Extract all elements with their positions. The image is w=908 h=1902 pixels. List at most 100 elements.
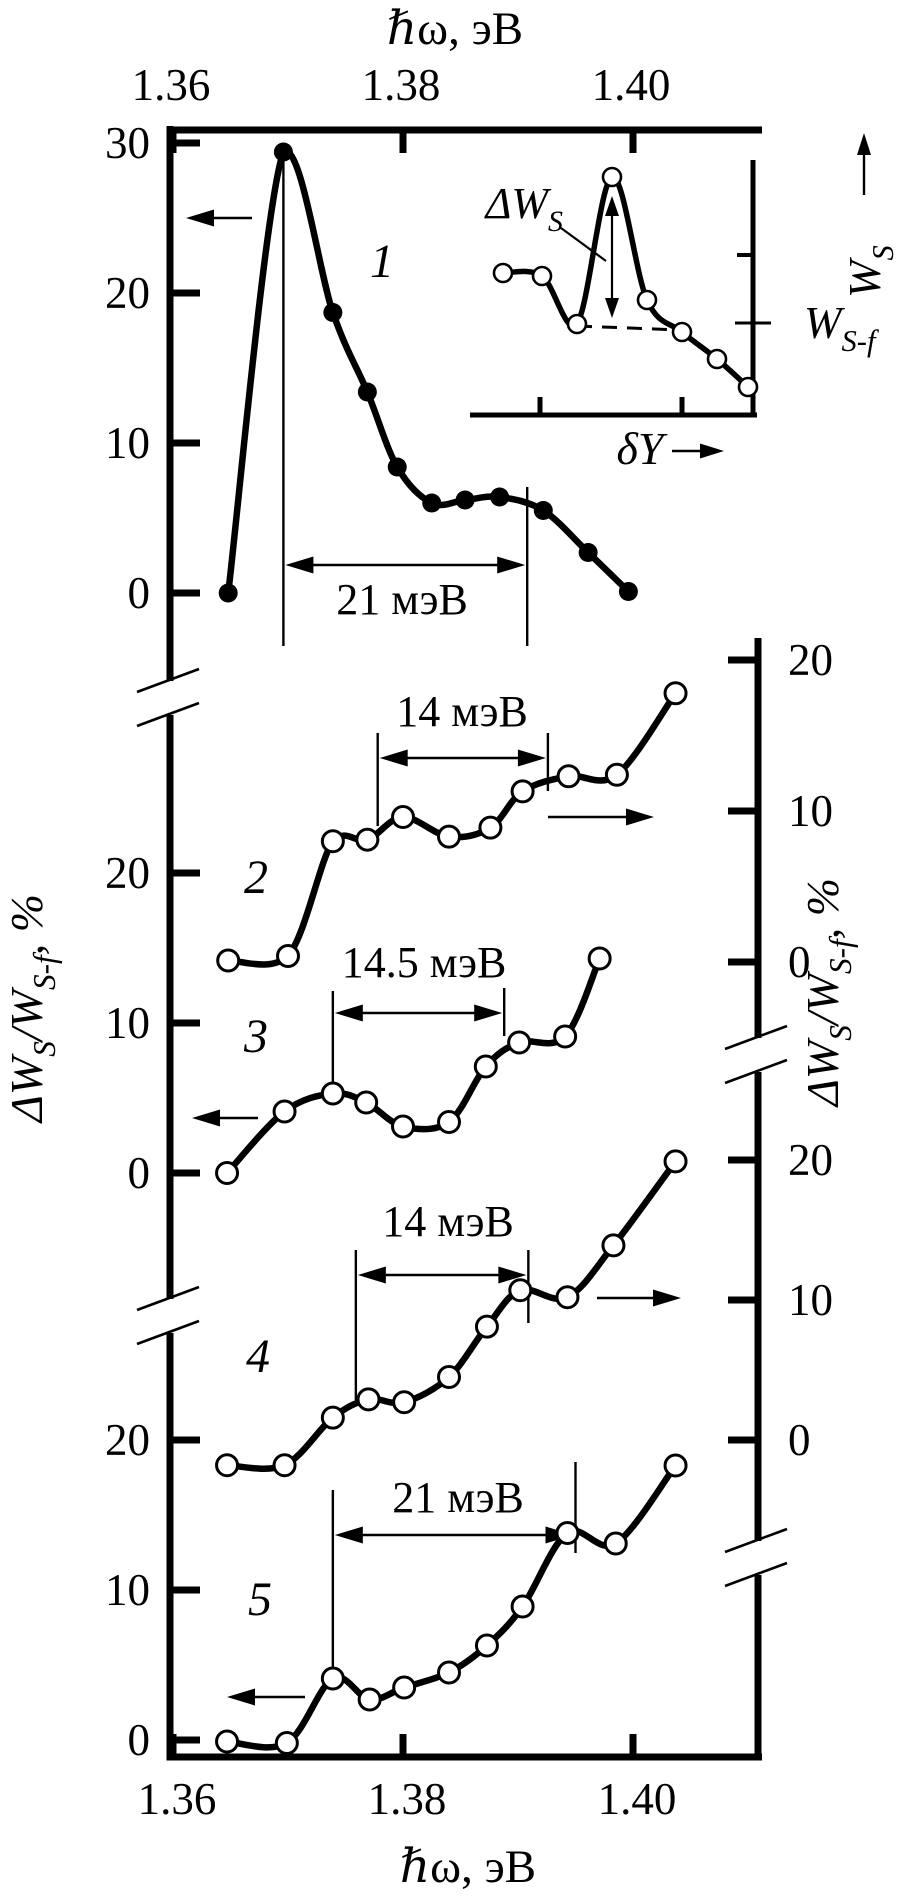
data-point-open — [437, 1365, 461, 1389]
data-point-open — [392, 1390, 417, 1415]
ws-up-arrow — [857, 133, 871, 155]
span-label: 14.5 мэВ — [342, 938, 507, 987]
delta-ws-arrow — [605, 298, 619, 318]
bottom-tick-label: 1.38 — [368, 1774, 447, 1824]
curve-1 — [224, 148, 632, 597]
axis-break — [136, 667, 200, 694]
ws-f-label: WS-f — [804, 298, 880, 358]
data-point-filled — [273, 142, 293, 162]
inset-data-point — [671, 321, 693, 343]
data-point-open — [663, 681, 688, 706]
axes — [136, 126, 788, 1761]
data-point-open — [355, 827, 380, 852]
span-arrow — [334, 1526, 363, 1544]
right-tick-label: 20 — [788, 1135, 833, 1185]
data-point-open — [587, 946, 612, 971]
data-point-open — [473, 1054, 498, 1079]
axis-direction-arrow — [653, 1289, 681, 1307]
span-label: 21 мэВ — [336, 575, 468, 624]
annotations: 21 мэВ 14 мэВ 14.5 мэВ 14 мэВ 21 мэВ — [282, 152, 577, 1679]
left-tick-label: 10 — [105, 1565, 150, 1615]
axis-direction-arrow — [227, 1688, 255, 1706]
inset-data-point — [737, 376, 759, 398]
inset-data-point — [601, 166, 623, 188]
data-point-open — [663, 1149, 688, 1174]
right-tick-label: 0 — [788, 937, 811, 987]
data-point-open — [320, 1405, 345, 1430]
span-label: 14 мэВ — [396, 687, 528, 736]
left-tick-label: 10 — [105, 418, 150, 468]
axis-direction-arrow — [626, 808, 654, 826]
data-point-filled — [387, 457, 407, 477]
data-point-filled — [323, 303, 343, 322]
delta-ws-label: ΔWS — [484, 179, 563, 238]
data-point-open — [474, 1314, 499, 1339]
span-label: 21 мэВ — [392, 1473, 524, 1522]
data-point-open — [215, 1161, 240, 1185]
left-tick-label: 0 — [128, 1148, 151, 1198]
data-point-open — [391, 1114, 415, 1139]
curves: 1 2 3 4 5 — [186, 142, 688, 1755]
axis-labels: 1.361.361.381.381.401.400102030010200102… — [1, 3, 858, 1893]
inset-data-point — [566, 313, 588, 335]
inset: ΔWS δY WS-fWS — [470, 133, 900, 474]
data-point-open — [357, 1687, 382, 1712]
span-arrow — [379, 749, 408, 767]
span-arrow — [357, 1266, 386, 1284]
span-arrow — [285, 556, 314, 574]
left-axis-title: ΔWS/WS-f, % — [1, 894, 62, 1124]
data-point-filled — [533, 501, 553, 520]
right-tick-label: 10 — [788, 1275, 833, 1325]
data-point-filled — [218, 583, 238, 603]
curve-label-5: 5 — [248, 1573, 272, 1626]
data-point-filled — [490, 487, 510, 507]
left-tick-label: 10 — [105, 998, 150, 1048]
axis-break — [136, 1285, 200, 1312]
data-point-open — [437, 1110, 461, 1134]
axis-direction-arrow — [192, 1109, 220, 1127]
data-point-open — [392, 1675, 417, 1700]
data-point-open — [272, 1453, 297, 1478]
curve-label-1: 1 — [370, 235, 394, 288]
inset-x-label: δY — [617, 423, 668, 474]
top-axis-title: ℏω, эВ — [387, 3, 523, 55]
axis-direction-arrow — [186, 209, 214, 227]
axis-break — [136, 701, 200, 728]
data-point-open — [555, 1285, 580, 1310]
data-point-filled — [422, 493, 442, 513]
left-tick-label: 0 — [128, 568, 151, 618]
span-arrow — [334, 1004, 363, 1022]
data-point-filled — [357, 382, 377, 402]
data-point-open — [274, 1731, 299, 1755]
data-point-open — [391, 805, 415, 830]
inset-data-point — [706, 348, 728, 370]
data-point-open — [354, 1090, 379, 1115]
data-point-open — [508, 1278, 533, 1303]
inset-data-point — [492, 262, 514, 284]
data-point-open — [437, 1660, 461, 1685]
right-tick-label: 20 — [788, 635, 833, 685]
axis-break — [724, 1561, 788, 1588]
axis-break — [724, 1058, 788, 1085]
bottom-axis-title: ℏω, эВ — [400, 1841, 536, 1893]
inset-data-point — [531, 265, 553, 287]
left-tick-label: 20 — [105, 848, 150, 898]
inset-x-arrow — [700, 443, 724, 459]
data-point-open — [553, 1024, 578, 1049]
data-point-open — [437, 824, 461, 849]
data-point-open — [510, 779, 535, 804]
left-tick-label: 30 — [105, 118, 150, 168]
curve-3 — [223, 955, 603, 1177]
data-point-open — [320, 829, 345, 854]
left-tick-label: 20 — [105, 1415, 150, 1465]
data-point-open — [276, 943, 300, 968]
bottom-tick-label: 1.36 — [138, 1774, 217, 1824]
top-tick-label: 1.38 — [362, 60, 441, 110]
span-arrow — [498, 1266, 527, 1284]
data-point-open — [555, 1521, 580, 1545]
data-point-filled — [578, 543, 598, 562]
data-point-open — [272, 1099, 297, 1124]
data-point-open — [478, 815, 503, 840]
